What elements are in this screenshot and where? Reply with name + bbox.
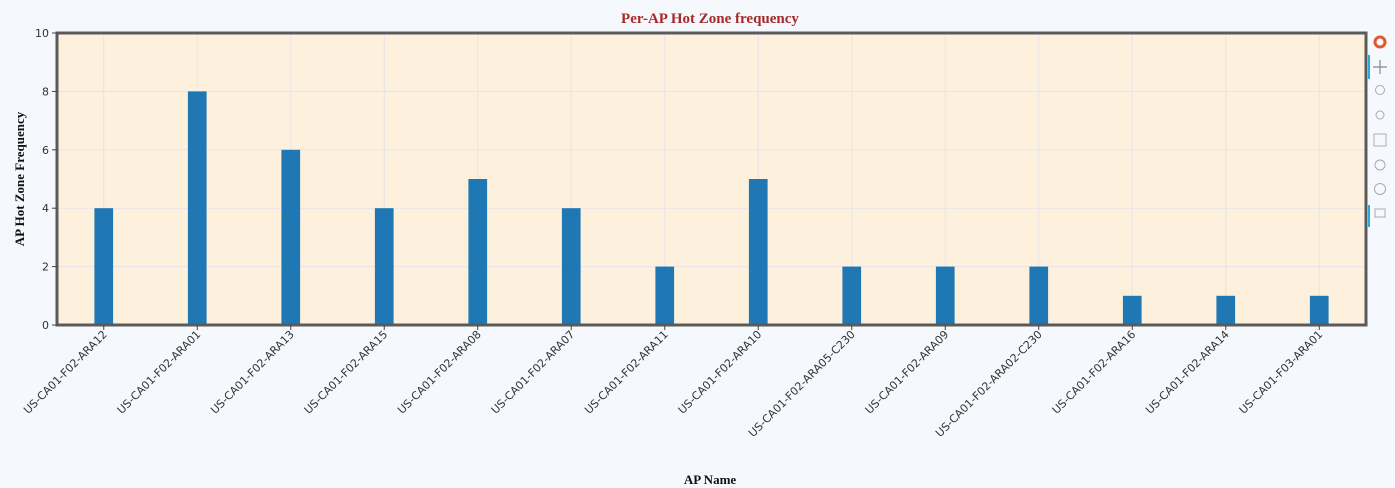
y-tick-label: 2	[42, 261, 49, 274]
y-tick-label: 10	[35, 27, 49, 40]
bar	[748, 179, 768, 325]
x-tick-label: US-CA01-F02-ARA08	[395, 328, 484, 417]
x-tick-label: US-CA01-F02-ARA11	[582, 328, 671, 417]
wheel-zoom-tool[interactable]	[1375, 110, 1385, 120]
bar	[561, 208, 581, 325]
x-axis-label: AP Name	[684, 472, 737, 487]
save-tool[interactable]	[1373, 133, 1387, 147]
bar	[1309, 295, 1329, 325]
y-tick-label: 8	[42, 85, 49, 98]
pan-tool[interactable]	[1373, 60, 1387, 74]
bar	[468, 179, 488, 325]
bokeh-logo[interactable]	[1373, 35, 1387, 49]
toolbar-active	[1368, 55, 1370, 79]
plot-area	[57, 33, 1366, 325]
x-tick-label: US-CA01-F02-ARA12	[21, 328, 110, 417]
bar	[281, 149, 301, 325]
plot-border	[55, 31, 1368, 327]
x-tick-label: US-CA01-F02-ARA05-C230	[746, 328, 858, 440]
bar	[1029, 266, 1049, 325]
x-tick-label: US-CA01-F02-ARA01	[115, 328, 204, 417]
bar	[655, 266, 675, 325]
bar	[374, 208, 394, 325]
x-tick-label: US-CA01-F02-ARA16	[1050, 328, 1139, 417]
x-tick-label: US-CA01-F02-ARA09	[863, 328, 952, 417]
hover-tool[interactable]	[1374, 208, 1386, 218]
x-tick-label: US-CA01-F02-ARA15	[302, 328, 391, 417]
x-tick-label: US-CA01-F02-ARA14	[1143, 328, 1232, 417]
toolbar	[1368, 35, 1387, 227]
marks	[94, 91, 1329, 326]
x-tick-label: US-CA01-F02-ARA02-C230	[933, 328, 1045, 440]
bar	[187, 91, 207, 326]
x-tick-label: US-CA01-F03-ARA01	[1237, 328, 1326, 417]
bar	[94, 208, 114, 325]
y-tick-label: 6	[42, 144, 49, 157]
bar	[1216, 295, 1236, 325]
x-tick-label: US-CA01-F02-ARA10	[676, 328, 765, 417]
x-tick-label: US-CA01-F02-ARA13	[208, 328, 297, 417]
zoom-tool[interactable]	[1375, 85, 1385, 95]
y-tick-label: 4	[42, 202, 49, 215]
y-axis-label: AP Hot Zone Frequency	[12, 111, 27, 246]
help-tool[interactable]	[1374, 183, 1386, 195]
chart-title: Per-AP Hot Zone frequency	[621, 11, 799, 27]
bar	[1122, 295, 1142, 325]
bar	[842, 266, 862, 325]
toolbar-active	[1368, 205, 1370, 227]
y-tick-label: 0	[42, 319, 49, 332]
reset-tool[interactable]	[1374, 159, 1386, 171]
bar	[935, 266, 955, 325]
x-tick-label: US-CA01-F02-ARA07	[489, 328, 578, 417]
